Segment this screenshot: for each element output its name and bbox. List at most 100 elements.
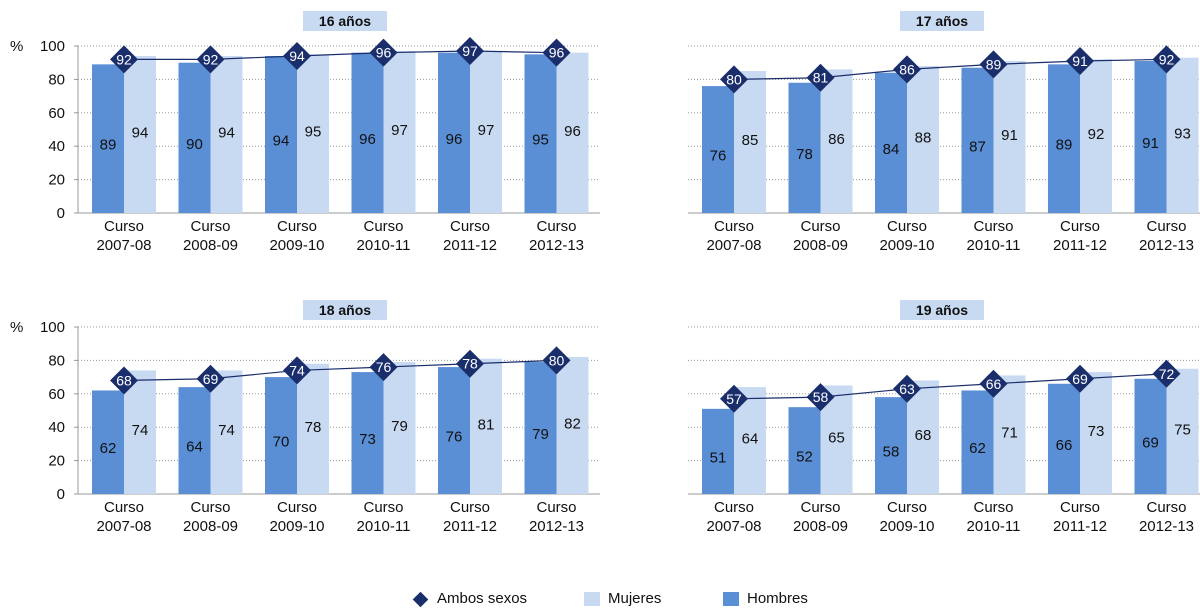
point-label-ambos: 96 (376, 45, 392, 61)
x-tick-label: Curso (1060, 218, 1100, 235)
bar-mujeres (383, 51, 416, 214)
point-ambos (720, 65, 748, 94)
bar-mujeres (470, 51, 502, 214)
point-ambos (1152, 45, 1181, 74)
chart-panel-1: 16 años 0 20 40 60 80 100% 89 94 Curso 2007-08 90 94… (10, 11, 600, 254)
panel-title-box (303, 300, 387, 320)
panel-title-box (900, 11, 984, 31)
chart-panel-3: 18 años 0 20 40 60 80 100% 62 74 Curso 2007-08 64 74… (10, 300, 600, 535)
bar-label-mujeres: 81 (478, 416, 495, 433)
bar-hombres (961, 390, 994, 494)
x-tick-label: 2007-08 (96, 237, 151, 254)
line-ambos (124, 50, 557, 60)
bar-hombres (702, 86, 734, 213)
x-tick-label: Curso (536, 499, 576, 516)
bar-mujeres (1166, 57, 1199, 213)
bar-mujeres (556, 52, 589, 214)
point-label-ambos: 91 (1072, 53, 1088, 69)
x-tick-label: Curso (536, 218, 576, 235)
x-tick-label: Curso (450, 218, 490, 235)
legend-item-hombres: Hombres (723, 590, 808, 607)
bar-mujeres (820, 69, 853, 213)
bar-label-hombres: 91 (1142, 135, 1159, 152)
point-label-ambos: 94 (289, 48, 305, 64)
panel-title: 19 años (916, 302, 968, 318)
bar-label-hombres: 58 (883, 444, 900, 461)
x-tick-label: Curso (800, 218, 840, 235)
bar-label-hombres: 89 (1056, 137, 1073, 154)
point-label-ambos: 92 (116, 51, 132, 67)
bar-label-hombres: 94 (273, 133, 290, 150)
x-tick-label: Curso (104, 218, 144, 235)
point-ambos (979, 369, 1008, 398)
x-tick-label: 2012-13 (529, 518, 584, 535)
point-ambos (893, 55, 921, 84)
line-ambos (733, 58, 1167, 80)
point-ambos (369, 38, 398, 67)
bar-label-mujeres: 64 (742, 431, 759, 448)
y-tick-label: 100 (40, 319, 65, 336)
bar-label-mujeres: 65 (828, 430, 845, 447)
point-ambos (893, 374, 921, 403)
bar-label-mujeres: 97 (391, 122, 408, 139)
legend-label-ambos: Ambos sexos (437, 590, 528, 607)
y-tick-label: 40 (48, 138, 65, 155)
bar-label-hombres: 90 (186, 136, 203, 153)
x-tick-label: Curso (363, 499, 403, 516)
y-tick-label: 100 (40, 38, 65, 55)
point-label-ambos: 68 (116, 372, 132, 388)
bar-mujeres (993, 61, 1026, 213)
x-tick-label: Curso (277, 499, 317, 516)
point-ambos (283, 356, 311, 385)
x-tick-label: Curso (800, 499, 840, 516)
bar-hombres (875, 397, 907, 494)
x-tick-label: Curso (714, 218, 754, 235)
bar-mujeres (734, 71, 766, 213)
bar-mujeres (1080, 59, 1112, 213)
y-tick-label: 60 (48, 105, 65, 122)
bar-label-hombres: 52 (796, 449, 813, 466)
x-tick-label: 2011-12 (1053, 237, 1107, 254)
x-tick-label: Curso (277, 218, 317, 235)
bar-mujeres (124, 370, 156, 494)
point-label-ambos: 92 (203, 51, 219, 67)
point-label-ambos: 80 (726, 71, 742, 87)
bar-mujeres (907, 66, 939, 213)
y-tick-label: 0 (57, 486, 65, 503)
line-ambos (123, 359, 557, 382)
point-label-ambos: 69 (203, 371, 219, 387)
x-tick-label: Curso (973, 218, 1013, 235)
panel-title: 16 años (319, 13, 371, 29)
point-ambos (979, 50, 1008, 79)
y-tick-label: 80 (48, 71, 65, 88)
bar-hombres (265, 56, 297, 213)
x-tick-label: Curso (1146, 499, 1186, 516)
bar-mujeres (470, 358, 502, 494)
point-ambos (196, 45, 225, 74)
bar-label-mujeres: 73 (1088, 423, 1105, 440)
panel-title-box (900, 300, 984, 320)
y-axis-label: % (10, 38, 23, 55)
point-ambos (1066, 364, 1094, 393)
x-tick-label: 2007-08 (96, 518, 151, 535)
bar-hombres (438, 367, 470, 494)
x-tick-label: Curso (363, 218, 403, 235)
point-label-ambos: 81 (813, 70, 829, 86)
bar-label-hombres: 64 (186, 439, 203, 456)
bar-mujeres (1166, 368, 1199, 494)
point-ambos (110, 45, 138, 74)
bar-label-hombres: 79 (532, 426, 549, 443)
x-tick-label: 2009-10 (269, 237, 324, 254)
bar-label-hombres: 76 (446, 429, 463, 446)
point-ambos (369, 353, 398, 382)
panel-title: 18 años (319, 302, 371, 318)
bar-label-hombres: 95 (532, 132, 549, 149)
bar-label-mujeres: 78 (305, 419, 322, 436)
x-tick-label: Curso (1060, 499, 1100, 516)
x-tick-label: 2007-08 (706, 518, 761, 535)
bar-mujeres (907, 380, 939, 494)
x-tick-label: 2009-10 (269, 518, 324, 535)
x-tick-label: 2008-09 (183, 237, 238, 254)
hombres-swatch (723, 592, 739, 607)
